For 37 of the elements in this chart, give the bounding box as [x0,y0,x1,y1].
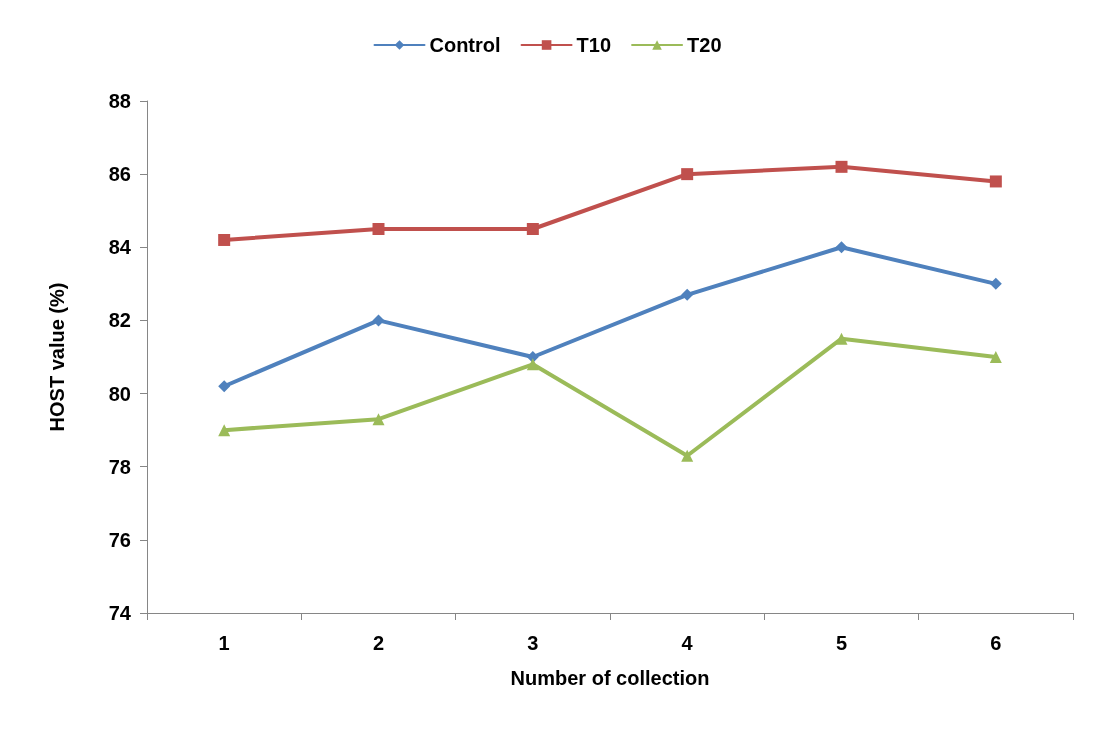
legend-label: T10 [576,34,612,56]
y-tick-label: 78 [108,455,131,478]
x-tick-label: 4 [681,632,694,654]
x-tick-label: 6 [990,632,1002,654]
point [218,380,231,393]
point [989,351,1002,363]
x-tick-label: 3 [527,632,539,654]
point [681,168,694,181]
point [372,223,385,235]
x-tick-label: 5 [835,632,848,654]
point [526,351,539,363]
point [835,332,848,345]
y-axis-title: HOST value (%) [46,282,68,432]
point [989,277,1002,290]
point [835,241,848,254]
y-tick-label: 80 [108,382,131,405]
x-tick-label: 2 [372,632,385,654]
y-tick-label: 84 [108,236,132,259]
point [526,358,539,371]
legend-label: Control [429,34,501,56]
point [989,175,1002,188]
legend-label: T20 [687,34,722,56]
y-tick-label: 76 [108,528,131,551]
y-tick-label: 86 [108,163,131,186]
point [681,449,694,462]
point [526,223,539,235]
point [372,314,385,327]
y-tick-label: 74 [108,602,132,624]
point [835,160,848,173]
point [218,233,231,246]
point [372,413,385,426]
y-tick-label: 82 [108,309,131,332]
x-tick-label: 1 [218,632,230,654]
point [681,288,694,301]
y-tick-label: 88 [108,90,131,112]
x-axis-title: Number of collection [510,667,710,689]
point [218,424,231,437]
